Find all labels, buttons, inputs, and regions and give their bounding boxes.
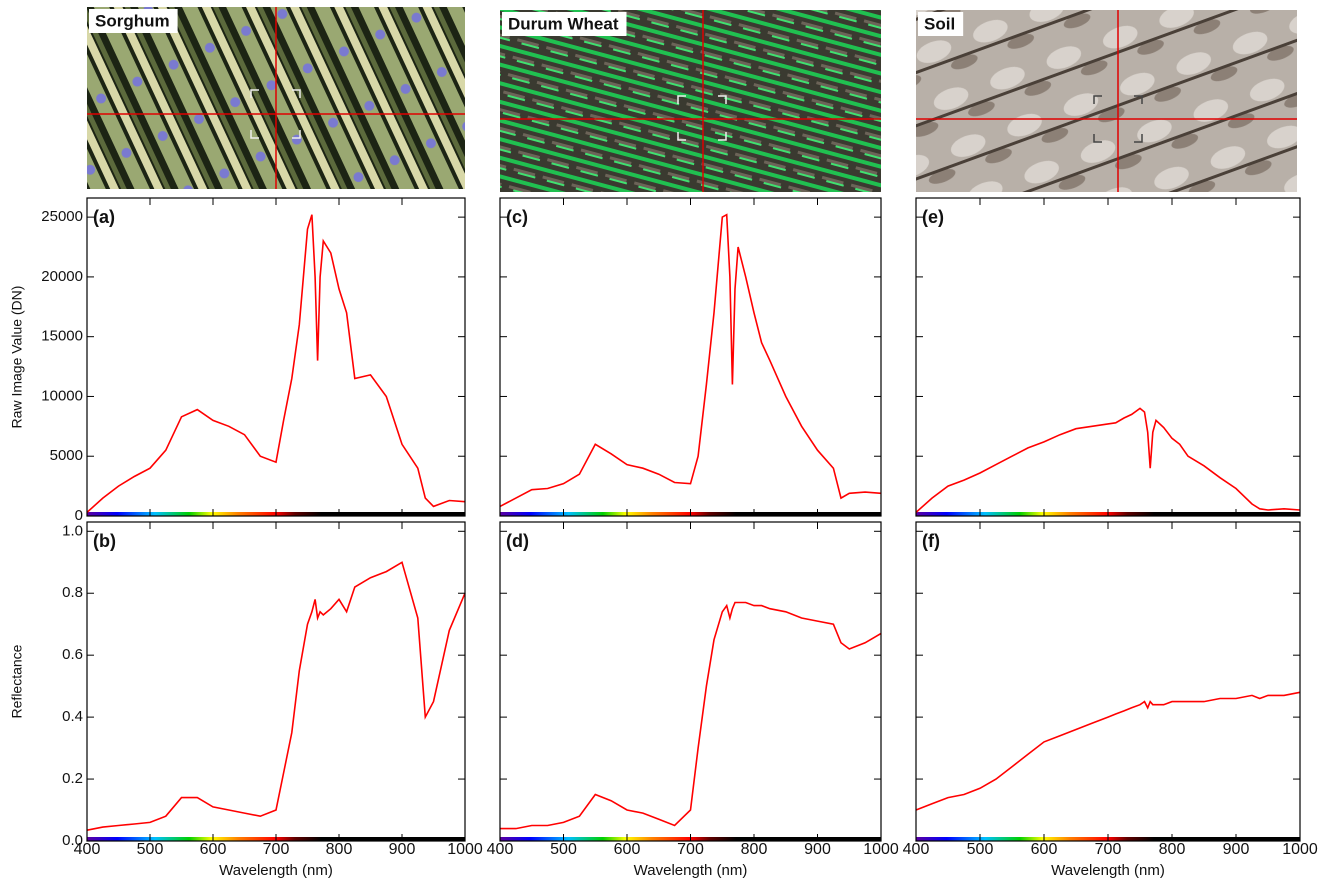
- y-tick-label: 0.6: [62, 646, 83, 663]
- plot-area: [500, 198, 881, 516]
- x-tick-label: 500: [967, 841, 994, 858]
- y-tick-label: 0: [75, 507, 83, 524]
- y-tick-label: 0.8: [62, 584, 83, 601]
- panel-label: (d): [506, 531, 529, 551]
- y-axis-label: Raw Image Value (DN): [9, 286, 25, 429]
- x-tick-label: 800: [741, 841, 768, 858]
- spectrum-line: [915, 691, 1301, 811]
- spectrum-line: [499, 213, 882, 508]
- plot-area: [500, 522, 881, 841]
- x-tick-label: 600: [614, 841, 641, 858]
- x-axis-label: Wavelength (nm): [1051, 862, 1165, 879]
- panel-label: (f): [922, 531, 940, 551]
- y-tick-label: 20000: [41, 268, 83, 285]
- x-tick-label: 400: [903, 841, 930, 858]
- spectrum-line: [500, 601, 882, 830]
- image-label-box: [89, 9, 178, 33]
- panel-label: (e): [922, 207, 944, 227]
- spectrum-line: [915, 407, 1301, 513]
- spectrum-line: [86, 561, 466, 831]
- x-tick-label: 1000: [1282, 841, 1318, 858]
- x-tick-label: 700: [677, 841, 704, 858]
- x-tick-label: 700: [1095, 841, 1122, 858]
- spectrum-line: [86, 214, 466, 513]
- image-wheat: [500, 10, 881, 192]
- y-tick-label: 0.4: [62, 708, 83, 725]
- y-axis-label: Reflectance: [9, 644, 25, 718]
- y-tick-label: 0.0: [62, 832, 83, 849]
- x-tick-label: 800: [1159, 841, 1186, 858]
- image-label-box: [502, 12, 627, 36]
- x-tick-label: 1000: [447, 841, 483, 858]
- plot-area: [916, 522, 1300, 841]
- x-axis-label: Wavelength (nm): [219, 862, 333, 879]
- x-tick-label: 800: [326, 841, 353, 858]
- x-tick-label: 1000: [863, 841, 899, 858]
- x-axis-label: Wavelength (nm): [634, 862, 748, 879]
- y-tick-label: 25000: [41, 208, 83, 225]
- image-label-box: [918, 12, 964, 36]
- x-tick-label: 600: [200, 841, 227, 858]
- panel-label: (a): [93, 207, 115, 227]
- plot-area: [916, 198, 1300, 516]
- panel-label: (b): [93, 531, 116, 551]
- y-tick-label: 10000: [41, 387, 83, 404]
- image-label: Soil: [924, 14, 955, 33]
- x-tick-label: 400: [74, 841, 101, 858]
- x-tick-label: 500: [550, 841, 577, 858]
- x-tick-label: 700: [263, 841, 290, 858]
- image-sorghum: [87, 7, 465, 189]
- image-soil: [916, 10, 1297, 192]
- x-tick-label: 500: [137, 841, 164, 858]
- y-tick-label: 1.0: [62, 522, 83, 539]
- x-tick-label: 900: [389, 841, 416, 858]
- x-tick-label: 600: [1031, 841, 1058, 858]
- x-tick-label: 400: [487, 841, 514, 858]
- plot-area: [87, 522, 465, 841]
- image-label: Durum Wheat: [508, 14, 619, 33]
- y-tick-label: 15000: [41, 328, 83, 345]
- y-tick-label: 5000: [50, 447, 83, 464]
- panel-label: (c): [506, 207, 528, 227]
- x-tick-label: 900: [1223, 841, 1250, 858]
- image-label: Sorghum: [95, 11, 170, 30]
- plot-area: [87, 198, 465, 516]
- y-tick-label: 0.2: [62, 770, 83, 787]
- x-tick-label: 900: [804, 841, 831, 858]
